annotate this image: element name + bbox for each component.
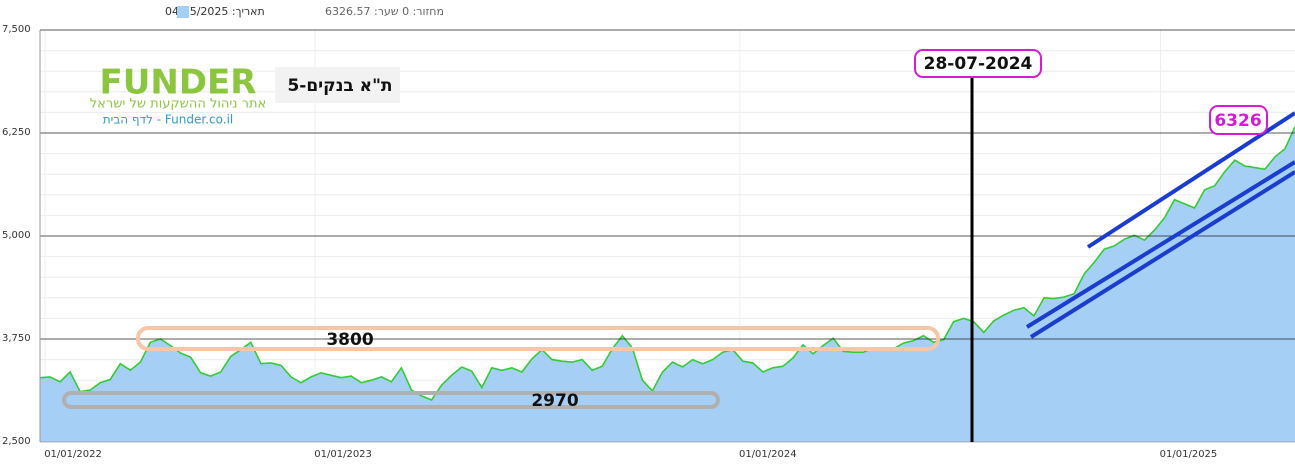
logo-brand: FUNDER — [100, 63, 257, 103]
logo-tagline: אתר ניהול ההשקעות של ישראל — [90, 97, 266, 112]
logo-link[interactable]: Funder.co.il - לדף הבית — [103, 113, 234, 127]
support-label: 2970 — [531, 391, 578, 411]
date-text: תאריך: 04/05/2025 — [165, 5, 265, 18]
legend-swatch — [177, 6, 189, 18]
date-marker-box — [914, 49, 1042, 78]
date-marker-label: 28-07-2024 — [924, 54, 1033, 74]
area-fill — [40, 126, 1295, 442]
y-tick-label: 3,750 — [2, 333, 31, 344]
plot-area: 2,500 3,750 5,000 6,250 7,500 01/01/2022 01/01… — [2, 24, 1295, 460]
x-tick-label: 01/01/2025 — [1160, 449, 1218, 460]
last-value-label: 6326 — [1214, 111, 1261, 131]
legend-text: מחזור: 0 שער: 6326.57 — [325, 5, 444, 18]
chart-title: ת"א בנקים-5 — [287, 76, 392, 96]
resistance-label: 3800 — [326, 330, 373, 350]
trend-line — [1029, 170, 1295, 339]
x-tick-label: 01/01/2024 — [739, 449, 797, 460]
y-tick-label: 5,000 — [2, 230, 31, 241]
last-value-box — [1209, 105, 1268, 135]
y-tick-label: 6,250 — [2, 127, 31, 138]
title-box — [275, 67, 400, 103]
x-tick-label: 01/01/2022 — [44, 449, 102, 460]
y-tick-label: 2,500 — [2, 436, 31, 447]
price-line — [39, 126, 1295, 401]
y-tick-label: 7,500 — [2, 24, 31, 35]
trend-line — [1086, 111, 1295, 249]
x-tick-label: 01/01/2023 — [314, 449, 372, 460]
resistance-band — [136, 326, 940, 351]
trend-line — [1025, 160, 1295, 329]
support-band — [62, 391, 720, 409]
